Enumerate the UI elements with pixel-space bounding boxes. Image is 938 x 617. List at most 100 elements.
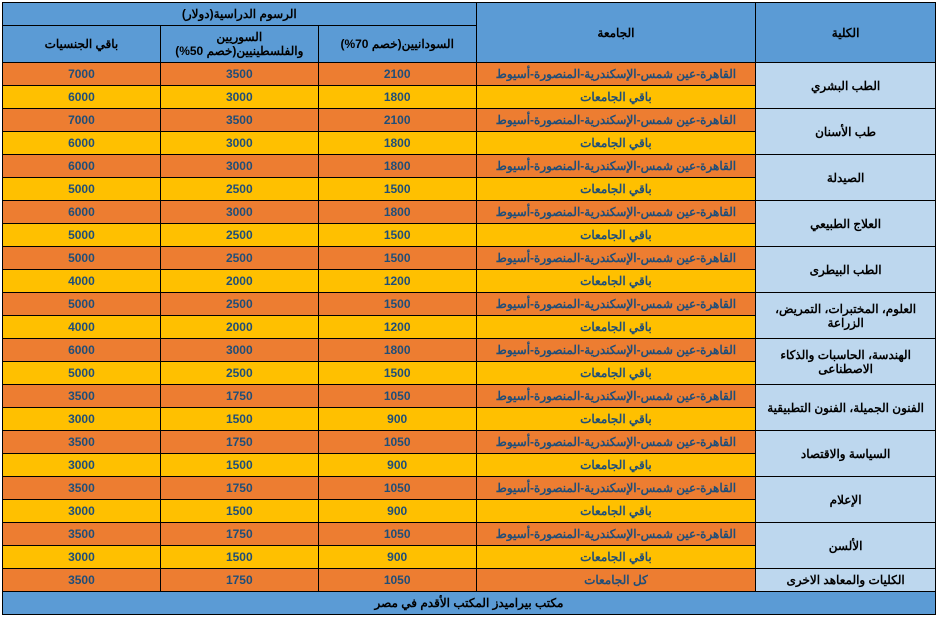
university-cell: باقي الجامعات [476, 546, 756, 569]
fee-cell: 5000 [3, 247, 161, 270]
university-cell: باقي الجامعات [476, 500, 756, 523]
fee-cell: 1500 [318, 362, 476, 385]
faculty-cell: الهندسة، الحاسبات والذكاء الاصطناعى [756, 339, 936, 385]
fee-cell: 3500 [3, 523, 161, 546]
header-sudanese: السودانيين(خصم 70%) [318, 26, 476, 63]
faculty-cell: الألسن [756, 523, 936, 569]
fee-cell: 3000 [160, 155, 318, 178]
fee-cell: 1500 [318, 178, 476, 201]
faculty-cell: الكليات والمعاهد الاخرى [756, 569, 936, 592]
fee-cell: 3500 [3, 385, 161, 408]
header-university: الجامعة [476, 3, 756, 63]
university-cell: القاهرة-عين شمس-الإسكندرية-المنصورة-أسيو… [476, 293, 756, 316]
fee-cell: 1500 [160, 546, 318, 569]
fee-cell: 900 [318, 546, 476, 569]
fee-cell: 5000 [3, 293, 161, 316]
fee-cell: 1050 [318, 477, 476, 500]
fee-cell: 3500 [3, 431, 161, 454]
university-cell: القاهرة-عين شمس-الإسكندرية-المنصورة-أسيو… [476, 339, 756, 362]
university-cell: القاهرة-عين شمس-الإسكندرية-المنصورة-أسيو… [476, 201, 756, 224]
university-cell: باقي الجامعات [476, 86, 756, 109]
fee-cell: 6000 [3, 339, 161, 362]
fee-cell: 1200 [318, 270, 476, 293]
fee-cell: 3000 [3, 546, 161, 569]
fee-cell: 3000 [3, 454, 161, 477]
header-others: باقي الجنسيات [3, 26, 161, 63]
fee-cell: 1800 [318, 132, 476, 155]
faculty-cell: العلاج الطبيعي [756, 201, 936, 247]
fee-cell: 2500 [160, 362, 318, 385]
fee-cell: 1050 [318, 431, 476, 454]
fee-cell: 5000 [3, 224, 161, 247]
faculty-cell: الطب البيطرى [756, 247, 936, 293]
footer-cell: مكتب بيراميدز المكتب الأقدم في مصر [3, 592, 936, 615]
faculty-cell: طب الأسنان [756, 109, 936, 155]
fee-cell: 2500 [160, 247, 318, 270]
university-cell: القاهرة-عين شمس-الإسكندرية-المنصورة-أسيو… [476, 63, 756, 86]
university-cell: باقي الجامعات [476, 454, 756, 477]
fee-cell: 2000 [160, 270, 318, 293]
fee-cell: 1750 [160, 477, 318, 500]
fee-cell: 5000 [3, 362, 161, 385]
fee-cell: 6000 [3, 86, 161, 109]
university-cell: باقي الجامعات [476, 270, 756, 293]
fee-cell: 2100 [318, 63, 476, 86]
fee-cell: 900 [318, 500, 476, 523]
university-cell: القاهرة-عين شمس-الإسكندرية-المنصورة-أسيو… [476, 477, 756, 500]
university-cell: باقي الجامعات [476, 132, 756, 155]
fee-cell: 1500 [318, 293, 476, 316]
fee-cell: 1750 [160, 385, 318, 408]
fee-cell: 6000 [3, 155, 161, 178]
fee-cell: 1500 [318, 247, 476, 270]
fee-cell: 3000 [3, 408, 161, 431]
fee-cell: 5000 [3, 178, 161, 201]
university-cell: القاهرة-عين شمس-الإسكندرية-المنصورة-أسيو… [476, 523, 756, 546]
university-cell: باقي الجامعات [476, 408, 756, 431]
fee-cell: 2000 [160, 316, 318, 339]
header-faculty: الكلية [756, 3, 936, 63]
fee-cell: 1500 [318, 224, 476, 247]
fees-table: الكليةالجامعةالرسوم الدراسية(دولار)السود… [2, 2, 936, 615]
fee-cell: 1500 [160, 454, 318, 477]
fee-cell: 7000 [3, 109, 161, 132]
university-cell: باقي الجامعات [476, 362, 756, 385]
faculty-cell: السياسة والاقتصاد [756, 431, 936, 477]
university-cell: القاهرة-عين شمس-الإسكندرية-المنصورة-أسيو… [476, 109, 756, 132]
fee-cell: 900 [318, 454, 476, 477]
fee-cell: 2500 [160, 224, 318, 247]
university-cell: القاهرة-عين شمس-الإسكندرية-المنصورة-أسيو… [476, 431, 756, 454]
fee-cell: 2500 [160, 178, 318, 201]
fee-cell: 1050 [318, 385, 476, 408]
fee-cell: 1750 [160, 523, 318, 546]
fee-cell: 3000 [160, 339, 318, 362]
university-cell: القاهرة-عين شمس-الإسكندرية-المنصورة-أسيو… [476, 155, 756, 178]
faculty-cell: الصيدلة [756, 155, 936, 201]
university-cell: القاهرة-عين شمس-الإسكندرية-المنصورة-أسيو… [476, 247, 756, 270]
faculty-cell: الإعلام [756, 477, 936, 523]
university-cell: القاهرة-عين شمس-الإسكندرية-المنصورة-أسيو… [476, 385, 756, 408]
fee-cell: 1800 [318, 155, 476, 178]
fee-cell: 7000 [3, 63, 161, 86]
fee-cell: 2500 [160, 293, 318, 316]
fee-cell: 3500 [3, 477, 161, 500]
fee-cell: 6000 [3, 132, 161, 155]
fee-cell: 3500 [3, 569, 161, 592]
fee-cell: 1750 [160, 431, 318, 454]
fee-cell: 3500 [160, 109, 318, 132]
fee-cell: 3000 [160, 201, 318, 224]
header-syrian: السوريين والفلسطينيين(خصم 50%) [160, 26, 318, 63]
fee-cell: 1800 [318, 201, 476, 224]
university-cell: باقي الجامعات [476, 316, 756, 339]
fee-cell: 1050 [318, 523, 476, 546]
fee-cell: 1800 [318, 86, 476, 109]
university-cell: كل الجامعات [476, 569, 756, 592]
faculty-cell: العلوم، المختبرات، التمريض، الزراعة [756, 293, 936, 339]
fee-cell: 3000 [3, 500, 161, 523]
fee-cell: 1200 [318, 316, 476, 339]
fee-cell: 900 [318, 408, 476, 431]
faculty-cell: الفنون الجميلة، الفنون التطبيقية [756, 385, 936, 431]
faculty-cell: الطب البشري [756, 63, 936, 109]
fee-cell: 1750 [160, 569, 318, 592]
university-cell: باقي الجامعات [476, 178, 756, 201]
fee-cell: 1050 [318, 569, 476, 592]
